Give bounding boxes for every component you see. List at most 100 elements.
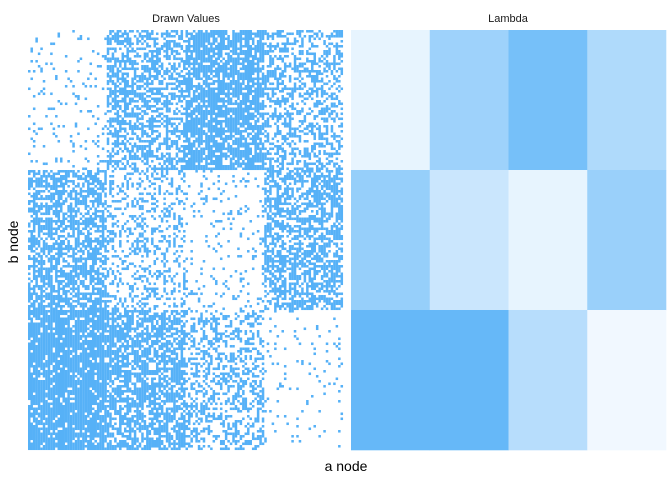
drawn-cell	[62, 240, 65, 243]
drawn-cell	[301, 217, 304, 221]
drawn-cell	[247, 147, 250, 151]
drawn-cell	[163, 42, 166, 46]
drawn-cell	[323, 207, 326, 211]
drawn-cell	[148, 150, 152, 153]
drawn-cell	[325, 152, 329, 156]
drawn-cell	[153, 202, 157, 206]
drawn-cell	[308, 95, 312, 98]
drawn-cell	[126, 182, 129, 186]
drawn-cell	[165, 220, 169, 223]
drawn-cell	[237, 75, 240, 78]
drawn-cell	[251, 72, 255, 76]
drawn-cell	[224, 87, 228, 91]
drawn-cell	[202, 125, 206, 128]
drawn-cell	[158, 50, 161, 53]
drawn-cell	[79, 37, 83, 41]
drawn-cell	[318, 150, 321, 153]
drawn-cell	[232, 32, 235, 36]
drawn-cell	[99, 225, 102, 228]
drawn-cell	[67, 172, 70, 176]
drawn-cell	[106, 120, 110, 123]
drawn-cell	[219, 47, 223, 51]
drawn-cell	[30, 237, 33, 241]
drawn-cell	[146, 112, 149, 116]
drawn-cell	[217, 42, 221, 46]
drawn-cell	[74, 227, 78, 231]
drawn-cell	[180, 157, 184, 161]
drawn-cell	[338, 75, 341, 78]
drawn-cell	[254, 142, 257, 146]
drawn-cell	[141, 72, 144, 76]
drawn-cell	[146, 145, 149, 148]
drawn-cell	[116, 192, 120, 196]
drawn-cell	[244, 52, 248, 56]
drawn-cell	[217, 242, 221, 246]
drawn-cell	[335, 167, 339, 171]
drawn-cell	[128, 60, 132, 63]
drawn-cell	[212, 90, 216, 93]
drawn-cell	[291, 87, 294, 91]
drawn-cell	[205, 132, 208, 136]
drawn-cell	[239, 30, 243, 33]
drawn-cell	[325, 230, 329, 233]
drawn-cell	[283, 152, 287, 156]
drawn-cell	[205, 177, 208, 181]
drawn-cell	[69, 197, 73, 201]
drawn-cell	[247, 80, 250, 83]
drawn-cell	[234, 162, 238, 166]
drawn-cell	[141, 110, 144, 113]
drawn-cell	[283, 175, 287, 178]
drawn-cell	[333, 185, 336, 188]
drawn-cell	[111, 105, 115, 108]
drawn-cell	[298, 235, 302, 238]
drawn-cell	[259, 105, 262, 108]
drawn-cell	[64, 227, 68, 231]
drawn-cell	[79, 110, 83, 113]
drawn-cell	[217, 85, 221, 88]
drawn-cell	[251, 85, 255, 88]
drawn-cell	[114, 92, 117, 96]
drawn-cell	[52, 180, 56, 183]
drawn-cell	[91, 205, 95, 208]
drawn-cell	[84, 197, 88, 201]
drawn-cell	[288, 115, 292, 118]
drawn-cell	[146, 167, 149, 171]
drawn-cell	[279, 172, 282, 176]
drawn-cell	[158, 145, 161, 148]
drawn-cell	[311, 242, 314, 246]
drawn-cell	[42, 220, 46, 223]
drawn-cell	[111, 147, 115, 151]
drawn-cell	[222, 62, 225, 66]
drawn-cell	[32, 140, 36, 143]
drawn-cell	[163, 140, 166, 143]
drawn-cell	[69, 80, 73, 83]
drawn-cell	[261, 215, 265, 218]
drawn-cell	[229, 70, 233, 73]
drawn-cell	[308, 70, 312, 73]
drawn-cell	[251, 40, 255, 43]
drawn-cell	[308, 40, 312, 43]
drawn-cell	[138, 232, 142, 236]
drawn-cell	[163, 162, 166, 166]
drawn-cell	[323, 235, 326, 238]
drawn-cell	[111, 182, 115, 186]
drawn-cell	[59, 195, 63, 198]
drawn-cell	[143, 230, 147, 233]
drawn-cell	[330, 70, 334, 73]
drawn-cell	[32, 187, 36, 191]
drawn-cell	[311, 132, 314, 136]
drawn-cell	[315, 170, 319, 173]
drawn-cell	[28, 237, 31, 241]
drawn-cell	[259, 35, 262, 38]
drawn-cell	[288, 75, 292, 78]
drawn-cell	[50, 225, 53, 228]
drawn-cell	[266, 120, 270, 123]
drawn-cell	[123, 37, 127, 41]
drawn-cell	[222, 140, 225, 143]
drawn-cell	[328, 217, 331, 221]
drawn-cell	[143, 105, 147, 108]
drawn-cell	[249, 72, 252, 76]
drawn-cell	[96, 237, 100, 241]
drawn-cell	[293, 107, 297, 111]
drawn-cell	[308, 242, 312, 246]
